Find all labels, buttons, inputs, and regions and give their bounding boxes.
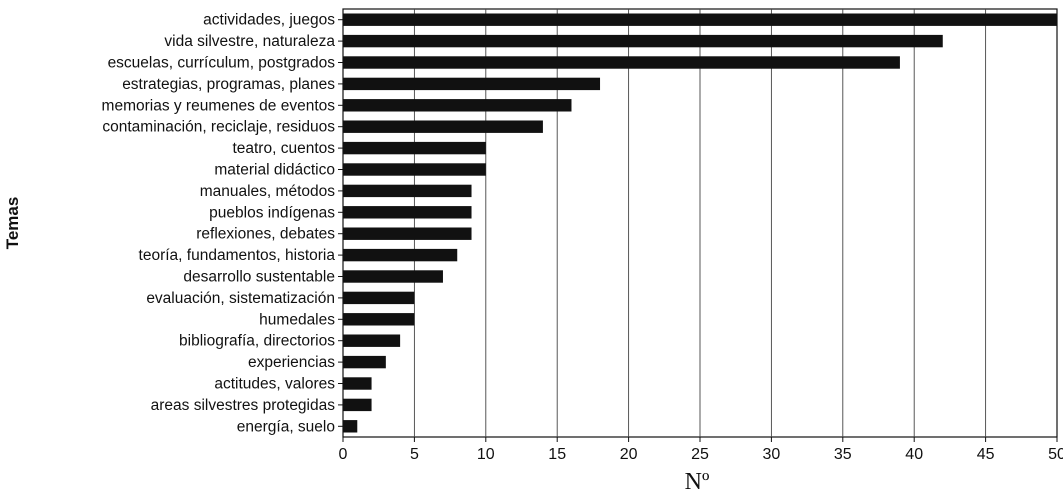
category-label: energía, suelo xyxy=(237,418,335,435)
bar xyxy=(343,163,486,176)
category-label: actitudes, valores xyxy=(214,376,335,393)
bar xyxy=(343,377,372,390)
bar xyxy=(343,141,486,155)
bar xyxy=(343,99,572,112)
category-label: reflexiones, debates xyxy=(196,226,335,243)
x-tick-label: 45 xyxy=(977,446,995,463)
bar xyxy=(343,13,1057,26)
category-label: bibliografía, directorios xyxy=(179,333,335,350)
category-label: vida silvestre, naturaleza xyxy=(164,33,335,50)
category-label: desarrollo sustentable xyxy=(183,269,335,286)
bar xyxy=(343,398,372,412)
bar xyxy=(343,420,358,433)
category-label: areas silvestres protegidas xyxy=(151,397,336,414)
x-axis-ticks: 0 5 10 15 20 25 30 35 40 45 50 xyxy=(339,437,1063,463)
category-label: teoría, fundamentos, historia xyxy=(139,247,336,264)
x-tick-label: 40 xyxy=(905,446,923,463)
bar xyxy=(343,34,943,48)
category-label: teatro, cuentos xyxy=(232,140,335,157)
category-label: pueblos indígenas xyxy=(209,204,335,221)
x-tick-label: 15 xyxy=(548,446,566,463)
category-label: evaluación, sistematización xyxy=(146,290,335,307)
bar xyxy=(343,56,900,69)
x-tick-label: 5 xyxy=(410,446,419,463)
bar xyxy=(343,334,401,347)
bar xyxy=(343,313,415,326)
x-tick-label: 0 xyxy=(339,446,348,463)
bar xyxy=(343,355,386,369)
category-label: manuales, métodos xyxy=(200,183,336,200)
x-tick-label: 10 xyxy=(477,446,495,463)
category-labels: actividades, juegos vida silvestre, natur… xyxy=(102,12,343,435)
x-tick-label: 30 xyxy=(763,446,781,463)
x-tick-label: 35 xyxy=(834,446,852,463)
category-label: estrategias, programas, planes xyxy=(122,76,335,93)
x-tick-label: 20 xyxy=(620,446,638,463)
bar xyxy=(343,77,601,91)
bar xyxy=(343,291,415,305)
bar xyxy=(343,248,458,262)
category-label: memorias y reumenes de eventos xyxy=(102,97,336,114)
category-label: contaminación, reciclaje, residuos xyxy=(102,119,335,136)
y-axis-title: Temas xyxy=(3,197,22,250)
bar xyxy=(343,120,543,133)
x-tick-label: 25 xyxy=(691,446,709,463)
category-label: material didáctico xyxy=(214,162,335,179)
category-label: actividades, juegos xyxy=(203,12,335,29)
category-label: experiencias xyxy=(248,354,335,371)
x-tick-label: 50 xyxy=(1048,446,1063,463)
category-label: humedales xyxy=(259,311,335,328)
x-axis-title: Nº xyxy=(685,469,710,495)
bar xyxy=(343,227,472,240)
bar xyxy=(343,184,472,198)
bars xyxy=(343,13,1057,433)
category-label: escuelas, currículum, postgrados xyxy=(108,55,336,72)
bar xyxy=(343,270,443,283)
bar xyxy=(343,206,472,219)
